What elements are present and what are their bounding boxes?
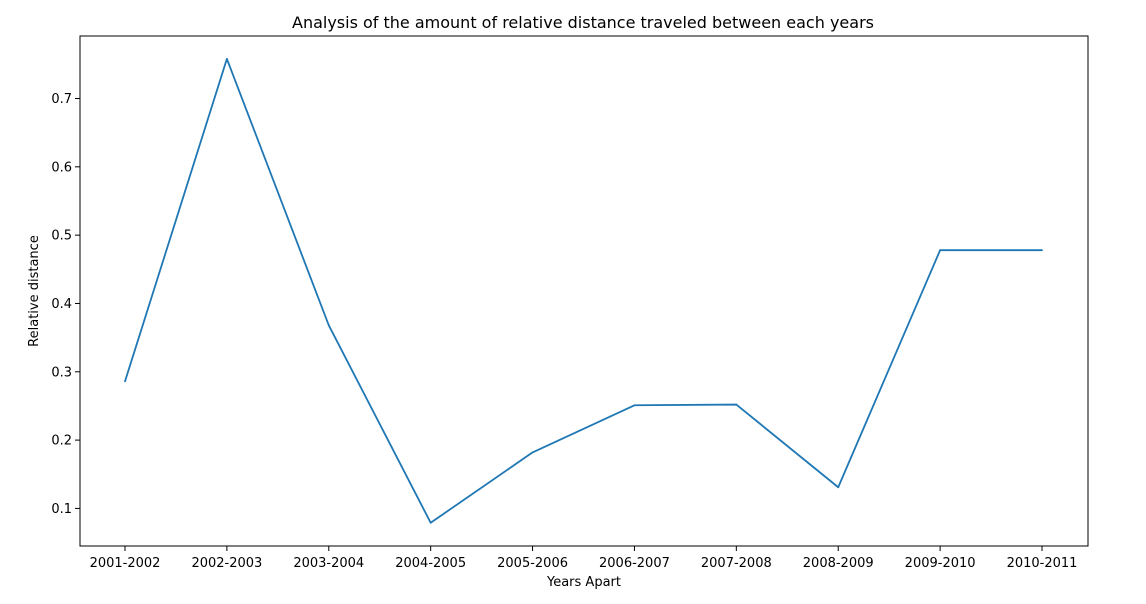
data-point <box>225 57 228 60</box>
data-point <box>327 324 330 327</box>
data-point <box>124 380 126 383</box>
y-tick-label: 0.4 <box>51 297 72 312</box>
x-tick-label: 2009-2010 <box>905 556 976 571</box>
y-axis-label: Relative distance <box>27 235 42 347</box>
data-point <box>735 403 738 406</box>
data-point <box>939 249 942 252</box>
x-tick-label: 2010-2011 <box>1007 556 1078 571</box>
series-layer <box>124 57 1043 524</box>
x-tick-label: 2002-2003 <box>191 556 262 571</box>
x-tick-label: 2005-2006 <box>497 556 568 571</box>
series-line <box>124 57 1042 524</box>
y-tick-label: 0.1 <box>51 502 72 517</box>
plot-area <box>79 35 1089 547</box>
y-axis: 0.1 0.2 0.3 0.4 0.5 0.6 0.7 <box>51 92 80 517</box>
x-tick-label: 2008-2009 <box>803 556 874 571</box>
data-point <box>1041 249 1043 252</box>
y-tick-label: 0.2 <box>51 434 72 449</box>
x-axis-label: Years Apart <box>546 575 621 590</box>
x-tick-label: 2003-2004 <box>293 556 364 571</box>
y-tick-label: 0.5 <box>51 229 72 244</box>
data-point <box>429 521 432 524</box>
y-tick-label: 0.7 <box>51 92 72 107</box>
chart-title: Analysis of the amount of relative dista… <box>292 13 874 32</box>
data-point <box>837 486 840 489</box>
x-tick-label: 2001-2002 <box>90 556 161 571</box>
data-point <box>531 451 534 454</box>
x-axis: 2001-2002 2002-2003 2003-2004 2004-2005 2005… <box>90 546 1078 571</box>
x-tick-label: 2004-2005 <box>395 556 466 571</box>
x-tick-label: 2007-2008 <box>701 556 772 571</box>
x-tick-label: 2006-2007 <box>599 556 670 571</box>
y-tick-label: 0.6 <box>51 160 72 175</box>
y-tick-label: 0.3 <box>51 365 72 380</box>
data-point <box>633 404 636 407</box>
